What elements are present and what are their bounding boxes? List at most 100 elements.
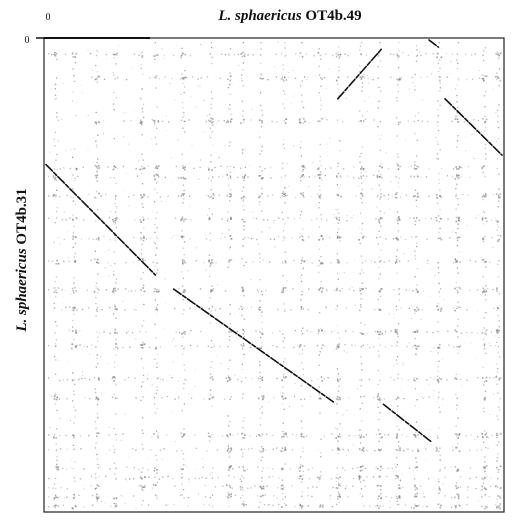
noise-dot [378,418,380,421]
noise-dot [134,377,136,379]
noise-dot [141,429,143,431]
noise-dot [242,186,245,188]
noise-dot [380,437,382,439]
noise-dot [182,298,184,301]
noise-dot [113,109,115,111]
noise-dot [165,130,167,131]
noise-dot [210,189,212,191]
noise-dot [242,42,244,44]
noise-dot [165,504,167,506]
noise-dot [413,167,416,170]
noise-dot [397,238,399,241]
noise-dot [455,393,457,396]
noise-dot [285,397,287,399]
noise-dot [285,433,287,436]
noise-dot [440,378,442,380]
noise-dot [242,149,244,151]
noise-dot [455,259,457,262]
noise-dot [398,487,400,490]
noise-dot [412,346,414,348]
noise-dot [156,386,158,388]
noise-dot [390,181,392,183]
noise-dot [383,261,385,263]
noise-dot [366,171,367,173]
noise-dot [483,79,485,82]
noise-dot [470,54,473,56]
noise-dot [452,168,455,170]
noise-dot [342,467,344,469]
noise-dot [227,415,229,417]
noise-dot [301,100,303,103]
noise-dot [398,299,400,301]
noise-dot [181,333,183,335]
noise-dot [95,190,98,193]
noise-dot [181,77,184,79]
noise-dot [417,345,420,347]
noise-dot [114,217,116,220]
noise-dot [108,217,111,219]
noise-dot [211,285,213,287]
noise-dot [359,481,362,483]
noise-dot [319,120,321,122]
noise-dot [143,486,146,489]
noise-dot [397,123,400,126]
noise-dot [484,332,486,334]
noise-dot [164,328,166,330]
noise-dot [180,236,183,238]
noise-dot [487,447,489,449]
noise-dot [317,168,319,170]
noise-dot [439,454,441,456]
noise-dot [363,121,365,123]
noise-dot [415,353,417,355]
noise-dot [414,344,417,347]
noise-dot [115,206,118,208]
noise-dot [125,172,127,174]
noise-dot [437,267,440,269]
noise-dot [482,237,484,239]
noise-dot [379,331,382,333]
noise-dot [359,309,361,311]
noise-dot [53,435,55,438]
noise-dot [455,485,457,487]
noise-dot [414,168,417,170]
noise-dot [375,331,377,333]
noise-dot [148,346,150,348]
noise-dot [428,478,430,480]
noise-dot [332,486,334,489]
noise-dot [398,260,401,263]
noise-dot [198,178,200,180]
noise-dot [377,393,379,395]
noise-dot [205,269,207,271]
noise-dot [242,332,245,335]
noise-dot [348,435,350,437]
noise-dot [113,251,115,253]
noise-dot [51,53,53,56]
noise-dot [74,287,76,289]
noise-dot [228,145,230,147]
noise-dot [439,288,442,290]
noise-dot [54,55,57,57]
noise-dot [431,159,433,161]
noise-dot [381,468,384,470]
noise-dot [142,367,145,369]
noise-dot [396,238,398,241]
noise-dot [337,346,340,349]
noise-dot [300,280,303,283]
noise-dot [117,167,119,169]
noise-dot [75,167,77,170]
noise-dot [427,120,429,123]
noise-dot [74,261,76,263]
noise-dot [105,329,106,330]
noise-dot [498,320,500,322]
noise-dot [302,168,305,171]
noise-dot [70,293,72,295]
noise-dot [96,484,99,486]
noise-dot [396,434,399,437]
noise-dot [189,162,190,164]
noise-dot [398,496,400,498]
noise-dot [200,44,202,45]
noise-dot [96,357,98,359]
noise-dot [156,304,159,306]
noise-dot [282,239,285,241]
noise-dot [396,500,398,503]
